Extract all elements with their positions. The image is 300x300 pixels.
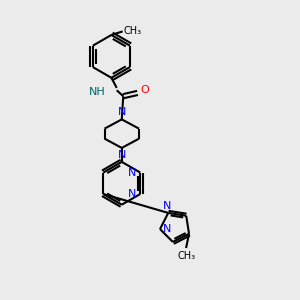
Text: NH: NH	[89, 87, 105, 97]
Text: N: N	[118, 150, 126, 160]
Text: CH₃: CH₃	[124, 26, 142, 36]
Text: CH₃: CH₃	[177, 251, 195, 261]
Text: N: N	[163, 200, 171, 211]
Text: N: N	[128, 168, 137, 178]
Text: N: N	[163, 224, 171, 234]
Text: N: N	[118, 107, 126, 117]
Text: O: O	[141, 85, 149, 95]
Text: N: N	[128, 189, 137, 199]
